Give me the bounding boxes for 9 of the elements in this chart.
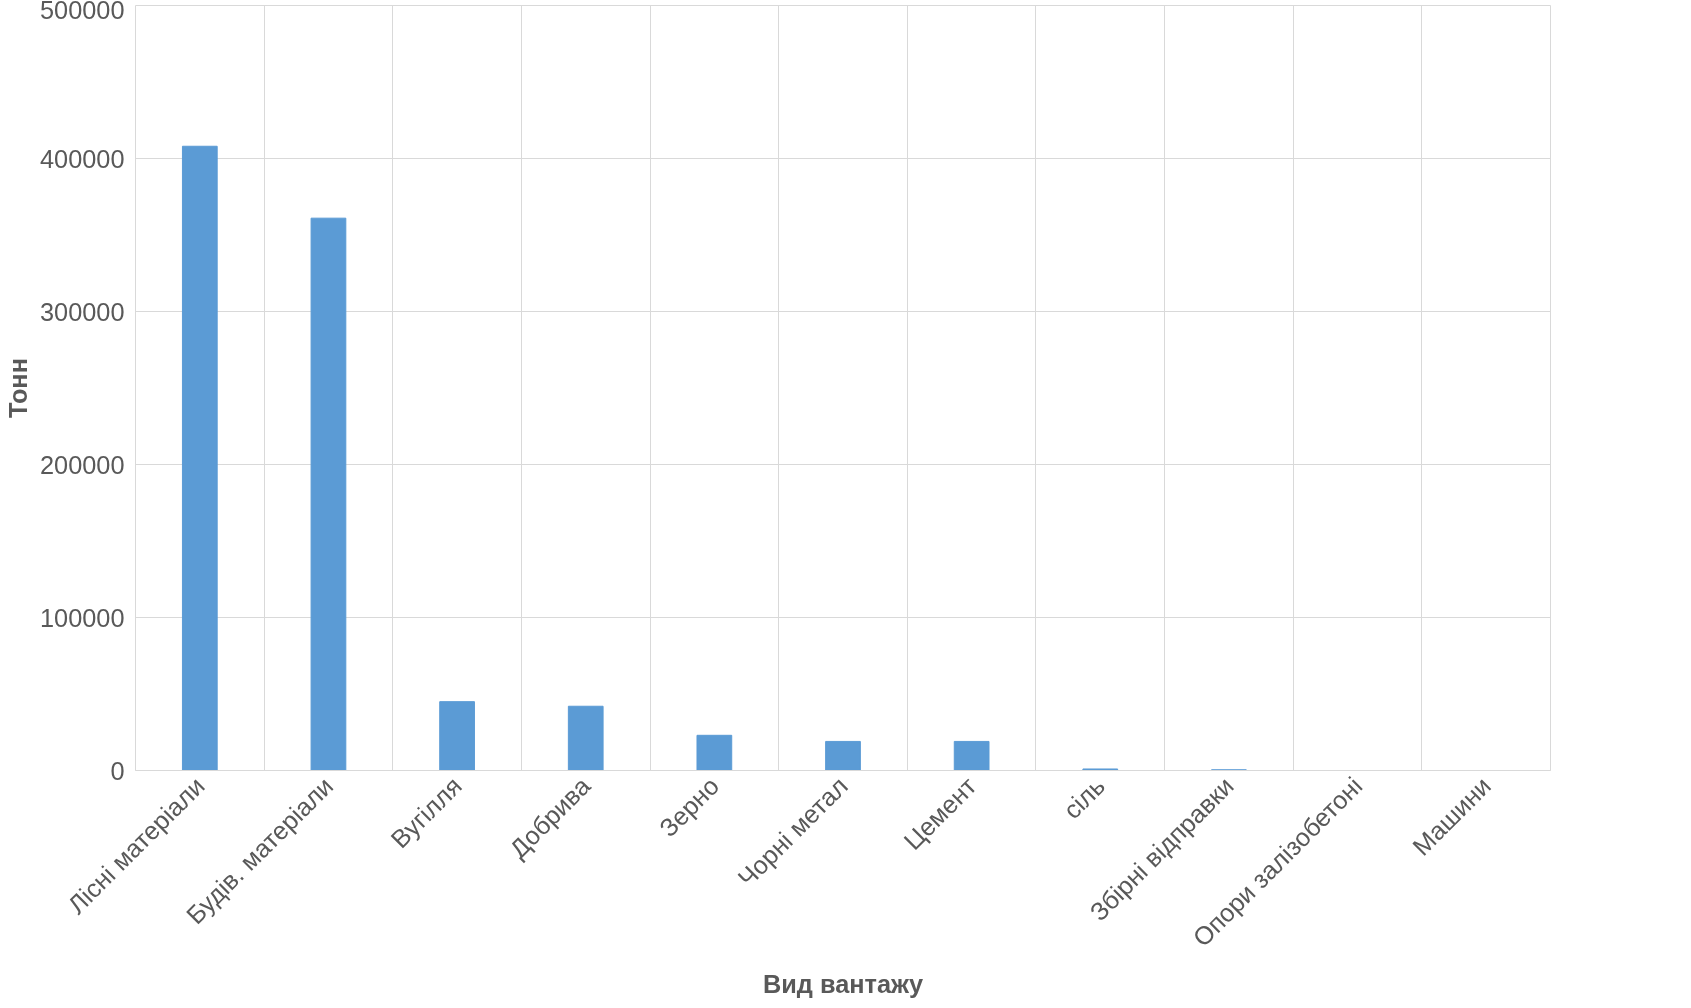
y-tick-label: 0 [110,756,125,785]
y-tick-label: 200000 [39,450,125,479]
y-tick-label: 400000 [39,144,125,173]
x-axis-title: Вид вантажу [762,969,924,998]
y-tick-label: 100000 [39,603,125,632]
y-tick-label: 500000 [39,0,125,24]
y-axis-title: Тонн [3,358,32,418]
y-tick-label: 300000 [39,297,125,326]
x-tick-label: сіль [1057,771,1111,825]
